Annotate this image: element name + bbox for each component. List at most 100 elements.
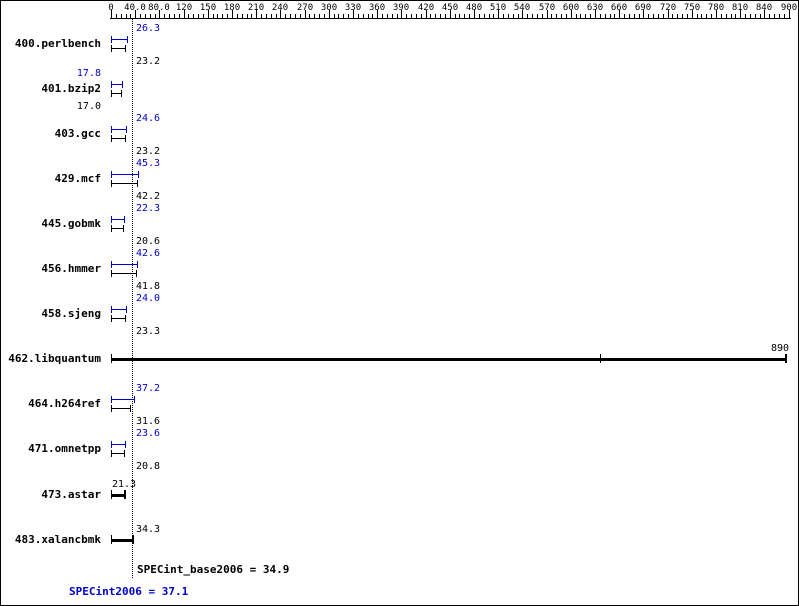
bar-mid-tick	[600, 354, 601, 363]
base-end-tick	[125, 135, 126, 142]
axis-minor-tick	[469, 14, 470, 18]
specint-base-summary: SPECint_base2006 = 34.9	[137, 563, 290, 576]
peak-end-tick	[137, 261, 138, 268]
base-value-label: 23.2	[136, 146, 161, 157]
axis-minor-tick	[145, 14, 146, 18]
axis-minor-tick	[411, 14, 412, 18]
axis-minor-tick	[590, 14, 591, 18]
base-bar	[111, 408, 130, 409]
benchmark-label: 483.xalancbmk	[14, 533, 101, 546]
axis-minor-tick	[338, 14, 339, 18]
base-end-tick	[125, 45, 126, 52]
axis-minor-tick	[614, 14, 615, 18]
axis-tick-label: 540	[513, 3, 531, 13]
peak-start-tick	[111, 126, 112, 133]
axis-minor-tick	[750, 14, 751, 18]
axis-minor-tick	[334, 14, 335, 18]
axis-major-tick	[692, 10, 693, 18]
axis-minor-tick	[368, 14, 369, 18]
axis-major-tick	[498, 10, 499, 18]
axis-major-tick	[716, 10, 717, 18]
axis-minor-tick	[276, 14, 277, 18]
base-value-label: 17.0	[76, 101, 101, 112]
axis-minor-tick	[561, 14, 562, 18]
base-bar	[111, 318, 125, 319]
axis-minor-tick	[537, 14, 538, 18]
axis-minor-tick	[508, 14, 509, 18]
axis-minor-tick	[392, 14, 393, 18]
benchmark-label: 462.libquantum	[8, 352, 101, 365]
axis-minor-tick	[188, 14, 189, 18]
result-value-label: 890	[770, 343, 789, 354]
peak-value-label: 37.2	[136, 383, 161, 394]
axis-major-tick	[159, 10, 160, 18]
axis-major-tick	[184, 10, 185, 18]
axis-minor-tick	[779, 14, 780, 18]
axis-tick-label: 750	[683, 3, 701, 13]
base-end-tick	[137, 180, 138, 187]
axis-minor-tick	[387, 14, 388, 18]
axis-minor-tick	[343, 14, 344, 18]
axis-tick-label: 300	[320, 3, 338, 13]
base-end-tick	[121, 90, 122, 97]
base-start-tick	[111, 180, 112, 187]
axis-minor-tick	[459, 14, 460, 18]
axis-tick-label: 360	[368, 3, 386, 13]
axis-major-tick	[305, 10, 306, 18]
bar-start-tick	[111, 354, 112, 363]
axis-major-tick	[401, 10, 402, 18]
peak-start-tick	[111, 36, 112, 43]
axis-minor-tick	[295, 14, 296, 18]
peak-bar	[111, 444, 125, 445]
axis-tick-label: 630	[586, 3, 604, 13]
axis-major-tick	[571, 10, 572, 18]
axis-minor-tick	[406, 14, 407, 18]
peak-end-tick	[125, 441, 126, 448]
base-start-tick	[111, 450, 112, 457]
bar-end-tick	[124, 490, 126, 499]
benchmark-label: 458.sjeng	[41, 307, 101, 320]
axis-minor-tick	[237, 14, 238, 18]
axis-minor-tick	[532, 14, 533, 18]
axis-minor-tick	[397, 14, 398, 18]
benchmark-label: 400.perlbench	[14, 37, 101, 50]
axis-minor-tick	[605, 14, 606, 18]
axis-tick-label: 900	[780, 3, 798, 13]
axis-line	[110, 18, 791, 19]
axis-major-tick	[595, 10, 596, 18]
peak-bar	[111, 264, 137, 265]
axis-minor-tick	[484, 14, 485, 18]
axis-minor-tick	[479, 14, 480, 18]
peak-value-label: 24.0	[136, 293, 161, 304]
axis-minor-tick	[266, 14, 267, 18]
base-value-label: 23.3	[136, 326, 161, 337]
axis-minor-tick	[464, 14, 465, 18]
axis-minor-tick	[242, 14, 243, 18]
axis-minor-tick	[556, 14, 557, 18]
benchmark-label: 445.gobmk	[41, 217, 101, 230]
axis-minor-tick	[542, 14, 543, 18]
axis-minor-tick	[285, 14, 286, 18]
axis-tick-label: 780	[707, 3, 725, 13]
axis-tick-label: 810	[731, 3, 749, 13]
axis-minor-tick	[309, 14, 310, 18]
axis-major-tick	[474, 10, 475, 18]
axis-minor-tick	[290, 14, 291, 18]
peak-value-label: 26.3	[136, 23, 161, 34]
axis-minor-tick	[416, 14, 417, 18]
axis-minor-tick	[121, 14, 122, 18]
base-start-tick	[111, 225, 112, 232]
bar-end-tick	[785, 354, 787, 363]
axis-tick-label: 510	[489, 3, 507, 13]
axis-minor-tick	[164, 14, 165, 18]
base-bar	[111, 48, 125, 49]
base-value-label: 23.2	[136, 56, 161, 67]
axis-minor-tick	[706, 14, 707, 18]
axis-minor-tick	[745, 14, 746, 18]
axis-minor-tick	[358, 14, 359, 18]
axis-major-tick	[329, 10, 330, 18]
axis-major-tick	[111, 10, 112, 18]
axis-minor-tick	[672, 14, 673, 18]
axis-minor-tick	[634, 14, 635, 18]
base-start-tick	[111, 270, 112, 277]
